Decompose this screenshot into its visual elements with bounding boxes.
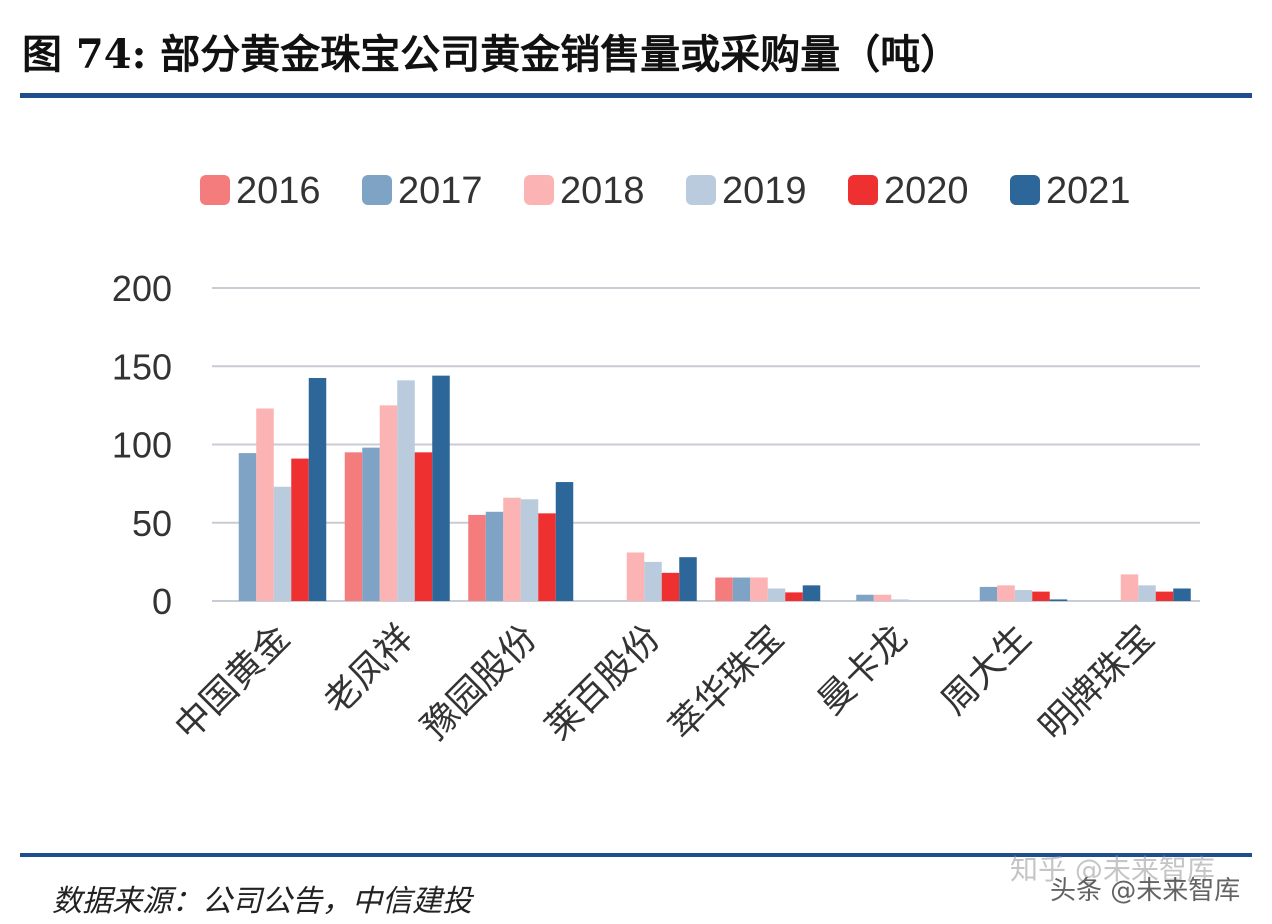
legend-label: 2019 xyxy=(722,170,807,212)
x-tick-label: 莱百股份 xyxy=(538,617,669,748)
bar-2020-0 xyxy=(291,458,309,601)
bar-2019-7 xyxy=(1138,585,1156,601)
bar-2019-5 xyxy=(891,599,909,601)
bar-2018-7 xyxy=(1120,574,1139,601)
legend-label: 2016 xyxy=(236,170,321,212)
watermark: 知乎 @未来智库 xyxy=(1010,853,1215,886)
bar-2018-0 xyxy=(256,408,274,601)
legend-swatch-2016 xyxy=(200,175,230,205)
bottom-rule xyxy=(20,853,1252,857)
bar-2021-1 xyxy=(432,375,450,601)
bar-2021-7 xyxy=(1173,588,1191,601)
legend-swatch-2017 xyxy=(362,175,392,205)
legend-label: 2017 xyxy=(398,170,483,212)
bar-2017-5 xyxy=(856,594,874,601)
bar-2020-1 xyxy=(414,452,433,601)
legend-swatch-2020 xyxy=(848,175,878,205)
bar-2018-2 xyxy=(503,497,521,601)
legend-label: 2020 xyxy=(884,170,969,212)
bar-2021-3 xyxy=(679,557,697,601)
bar-2018-6 xyxy=(997,585,1015,601)
bar-2020-2 xyxy=(538,513,556,601)
legend-swatch-2018 xyxy=(524,175,554,205)
x-tick-label: 周大生 xyxy=(934,617,1039,722)
top-rule xyxy=(20,93,1252,98)
bar-2019-3 xyxy=(644,561,662,601)
bar-2018-3 xyxy=(626,552,645,601)
bar-2020-4 xyxy=(785,592,803,601)
legend-label: 2018 xyxy=(560,170,645,212)
bar-2018-1 xyxy=(379,405,398,601)
bar-2017-4 xyxy=(732,577,751,601)
bar-2020-7 xyxy=(1155,591,1174,601)
legend-swatch-2021 xyxy=(1010,175,1040,205)
bar-2019-0 xyxy=(273,486,292,601)
x-tick-label: 明牌珠宝 xyxy=(1032,617,1163,748)
bar-2021-2 xyxy=(555,482,574,601)
bar-2016-1 xyxy=(344,452,363,601)
bar-2018-4 xyxy=(750,577,768,601)
y-tick-label: 200 xyxy=(112,268,172,309)
legend-label: 2021 xyxy=(1046,170,1131,212)
bar-2017-2 xyxy=(485,511,504,601)
y-tick-label: 50 xyxy=(132,503,172,544)
x-tick-label: 曼卡龙 xyxy=(810,617,915,722)
bar-2020-3 xyxy=(661,572,680,601)
bar-2017-6 xyxy=(979,586,998,601)
bar-2018-5 xyxy=(873,594,892,601)
bar-2019-2 xyxy=(520,499,539,601)
bar-2019-6 xyxy=(1014,590,1033,601)
x-tick-label: 中国黄金 xyxy=(167,617,298,748)
bar-2016-2 xyxy=(468,514,486,601)
watermark: 头条 @未来智库 xyxy=(1050,876,1241,906)
chart-title: 图 74: 部分黄金珠宝公司黄金销售量或采购量（吨） xyxy=(22,31,961,78)
bar-2017-1 xyxy=(362,447,380,601)
bar-2017-0 xyxy=(238,453,257,601)
y-tick-label: 0 xyxy=(152,581,172,622)
bar-2021-6 xyxy=(1049,599,1068,601)
x-tick-label: 豫园股份 xyxy=(414,617,545,748)
bar-2021-0 xyxy=(308,377,327,601)
bar-2020-6 xyxy=(1032,591,1050,601)
y-tick-label: 150 xyxy=(112,346,172,387)
bar-2016-4 xyxy=(715,577,733,601)
x-tick-label: 萃华珠宝 xyxy=(661,617,792,748)
legend-swatch-2019 xyxy=(686,175,716,205)
y-tick-label: 100 xyxy=(112,425,172,466)
source-note: 数据来源：公司公告，中信建投 xyxy=(52,884,472,919)
bar-2019-1 xyxy=(397,380,415,601)
bar-2019-4 xyxy=(767,588,786,601)
bar-2021-4 xyxy=(802,585,821,601)
x-tick-label: 老凤祥 xyxy=(316,617,421,722)
